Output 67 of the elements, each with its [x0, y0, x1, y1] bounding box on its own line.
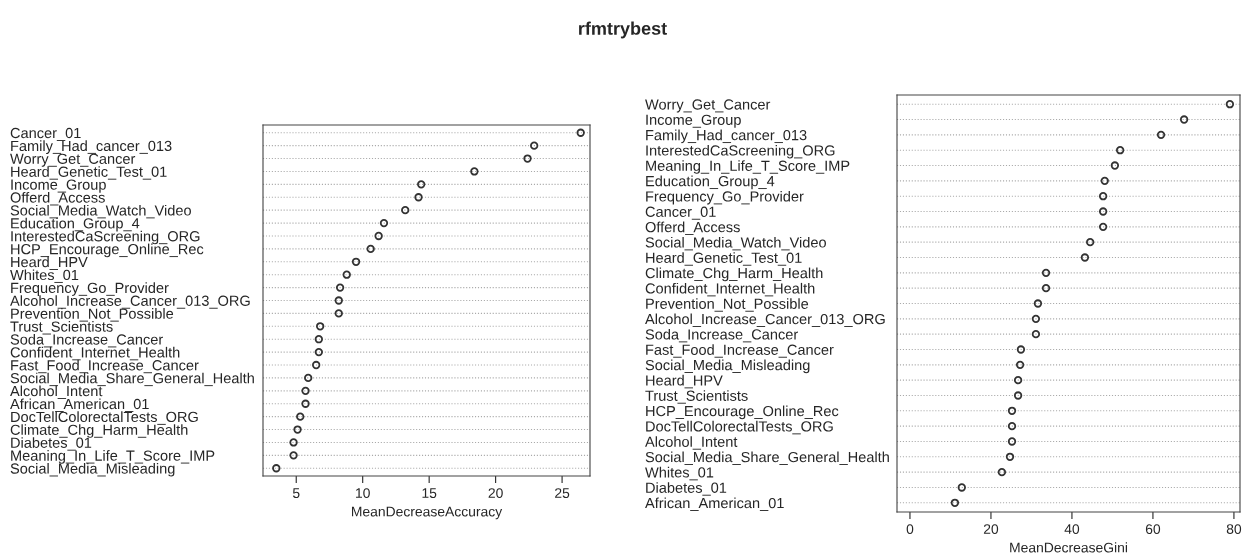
x-tick-label: 20: [488, 488, 503, 499]
y-tick-label: Heard_HPV: [646, 374, 723, 389]
y-tick-label: Prevention_Not_Possible: [11, 308, 174, 322]
x-tick-label: 20: [983, 524, 999, 535]
y-tick-label: Frequency_Go_Provider: [11, 282, 169, 296]
x-tick-label: 0: [906, 524, 914, 535]
x-axis-title: MeanDecreaseGini: [1010, 542, 1128, 553]
y-tick-label: Prevention_Not_Possible: [646, 298, 809, 312]
y-tick-label: Cancer_01: [645, 206, 716, 220]
y-tick-label: Education_Group_4: [11, 217, 140, 232]
y-tick-label: Offerd_Access: [645, 221, 740, 236]
y-tick-label: Family_Had_cancer_013: [646, 129, 807, 144]
y-tick-label: Confident_Internet_Health: [10, 346, 180, 361]
y-tick-label: African_American_01: [10, 398, 149, 412]
y-tick-label: Climate_Chg_Harm_Health: [10, 424, 188, 438]
chart-title: rfmtrybest: [579, 21, 667, 39]
x-tick-label: 15: [422, 488, 437, 499]
y-tick-label: Alcohol_Increase_Cancer_013_ORG: [645, 313, 885, 328]
y-tick-label: Heard_Genetic_Test_01: [11, 166, 167, 180]
y-tick-label: InterestedCaScreening_ORG: [11, 230, 200, 245]
y-tick-label: Trust_Scientists: [10, 321, 113, 335]
y-tick-label: Income_Group: [11, 179, 106, 193]
x-axis-title: MeanDecreaseAccuracy: [351, 506, 503, 520]
y-tick-label: Meaning_In_Life_T_Score_IMP: [11, 450, 215, 464]
y-tick-label: Frequency_Go_Provider: [646, 190, 804, 205]
y-tick-label: Fast_Food_Increase_Cancer: [646, 344, 834, 358]
y-tick-label: Cancer_01: [10, 127, 81, 141]
y-tick-label: Diabetes_01: [646, 482, 727, 496]
y-tick-label: Family_Had_cancer_013: [11, 140, 172, 154]
y-tick-label: African_American_01: [645, 497, 784, 511]
y-tick-label: Social_Media_Watch_Video: [645, 236, 826, 251]
y-tick-label: Whites_01: [10, 269, 79, 283]
y-tick-label: Alcohol_Increase_Cancer_013_ORG: [10, 295, 250, 309]
y-tick-label: Soda_Increase_Cancer: [645, 328, 798, 343]
y-tick-label: Social_Media_Watch_Video: [10, 204, 191, 219]
y-tick-label: DocTellColorectalTests_ORG: [11, 411, 198, 425]
y-tick-label: Climate_Chg_Harm_Health: [645, 267, 823, 282]
y-tick-label: Fast_Food_Increase_Cancer: [11, 359, 199, 374]
y-tick-label: Diabetes_01: [11, 437, 92, 451]
y-tick-label: Social_Media_Misleading: [10, 462, 175, 477]
y-tick-label: Offerd_Access: [10, 191, 105, 206]
y-tick-label: DocTellColorectalTests_ORG: [646, 420, 833, 435]
y-tick-label: Heard_HPV: [11, 256, 88, 270]
y-tick-label: Social_Media_Share_General_Health: [10, 372, 254, 387]
x-tick-label: 5: [292, 488, 300, 499]
x-tick-label: 25: [555, 488, 570, 499]
x-tick-label: 10: [356, 488, 370, 499]
y-tick-label: Heard_Genetic_Test_01: [646, 252, 802, 266]
y-tick-label: Alcohol_Intent: [10, 385, 103, 400]
y-tick-label: InterestedCaScreening_ORG: [646, 144, 835, 159]
y-tick-label: Soda_Increase_Cancer: [10, 333, 163, 348]
x-tick-label: 80: [1226, 524, 1242, 535]
y-tick-label: Confident_Internet_Health: [645, 282, 815, 297]
y-tick-label: Education_Group_4: [646, 175, 775, 190]
y-tick-label: Whites_01: [645, 466, 714, 481]
x-tick-label: 40: [1064, 524, 1080, 535]
y-tick-label: Social_Media_Share_General_Health: [645, 451, 889, 465]
y-tick-label: Worry_Get_Cancer: [645, 99, 771, 113]
y-tick-label: Worry_Get_Cancer: [10, 153, 136, 167]
y-tick-label: HCP_Encourage_Online_Rec: [646, 405, 839, 420]
y-tick-label: Social_Media_Misleading: [645, 359, 810, 374]
y-tick-label: HCP_Encourage_Online_Rec: [11, 243, 204, 258]
x-tick-label: 60: [1145, 524, 1161, 535]
y-tick-label: Meaning_In_Life_T_Score_IMP: [646, 160, 850, 174]
y-tick-label: Trust_Scientists: [645, 390, 748, 404]
y-tick-label: Alcohol_Intent: [645, 436, 738, 450]
y-tick-label: Income_Group: [646, 114, 741, 128]
